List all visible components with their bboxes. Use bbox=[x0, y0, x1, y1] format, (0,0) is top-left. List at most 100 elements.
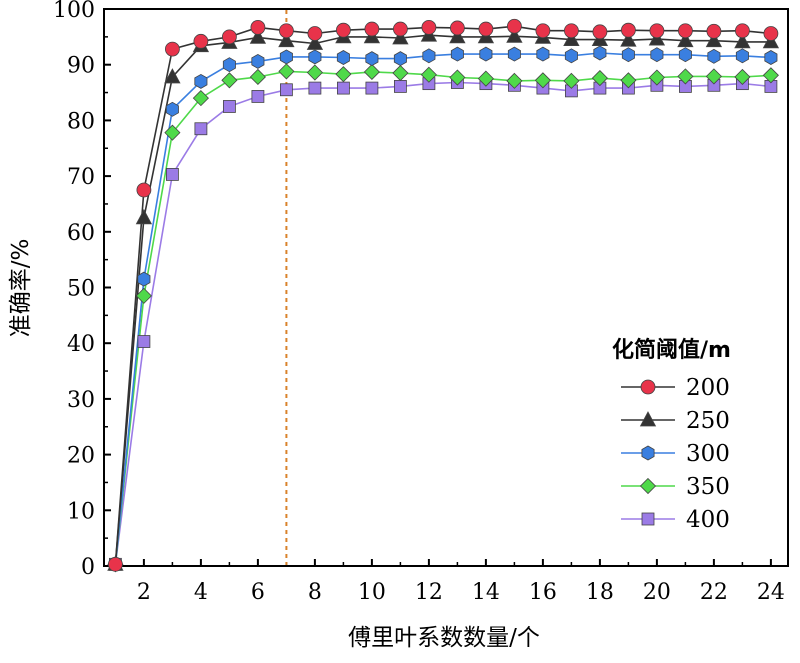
data-point-300 bbox=[650, 47, 664, 63]
data-point-200 bbox=[421, 19, 437, 35]
data-point-250 bbox=[135, 209, 153, 225]
data-point-300 bbox=[137, 271, 151, 287]
data-point-300 bbox=[621, 47, 635, 63]
data-point-250 bbox=[392, 29, 409, 45]
y-tick-label: 100 bbox=[53, 0, 95, 23]
legend-label-300: 300 bbox=[686, 441, 730, 467]
data-point-300 bbox=[194, 73, 208, 89]
x-axis-title: 傅里叶系数数量/个 bbox=[348, 625, 540, 651]
data-point-350 bbox=[648, 69, 665, 86]
data-point-350 bbox=[563, 72, 580, 89]
legend-label-350: 350 bbox=[686, 474, 730, 500]
data-point-350 bbox=[135, 287, 152, 304]
data-point-350 bbox=[249, 68, 266, 86]
data-point-350 bbox=[192, 90, 209, 107]
data-point-200 bbox=[193, 33, 209, 49]
data-point-300 bbox=[251, 53, 265, 69]
x-tick-label: 2 bbox=[137, 580, 151, 605]
data-point-200 bbox=[592, 24, 608, 40]
data-point-200 bbox=[621, 22, 636, 38]
data-point-200 bbox=[507, 18, 522, 34]
data-point-200 bbox=[364, 21, 380, 37]
legend-marker-200 bbox=[640, 379, 656, 395]
x-tick-label: 8 bbox=[308, 580, 322, 605]
data-point-350 bbox=[306, 64, 323, 81]
x-tick-label: 22 bbox=[700, 580, 728, 605]
data-point-350 bbox=[506, 72, 523, 89]
data-point-200 bbox=[136, 182, 152, 198]
data-point-350 bbox=[591, 70, 608, 87]
series-line-200 bbox=[114, 25, 771, 565]
x-tick-label: 12 bbox=[415, 580, 443, 605]
data-point-200 bbox=[706, 23, 722, 39]
data-point-250 bbox=[249, 28, 267, 44]
x-tick-label: 6 bbox=[251, 580, 265, 605]
data-point-300 bbox=[165, 101, 179, 117]
x-tick-label: 20 bbox=[643, 580, 671, 605]
data-point-200 bbox=[108, 556, 123, 572]
data-point-400 bbox=[222, 100, 236, 113]
data-point-250 bbox=[278, 31, 295, 48]
y-tick-label: 60 bbox=[67, 221, 95, 246]
data-point-400 bbox=[336, 81, 350, 95]
data-point-250 bbox=[563, 30, 580, 47]
data-point-300 bbox=[279, 49, 293, 65]
data-point-250 bbox=[677, 31, 694, 48]
data-point-350 bbox=[534, 72, 551, 89]
y-tick-label: 20 bbox=[67, 444, 95, 469]
y-tick-label: 30 bbox=[67, 388, 95, 413]
data-point-250 bbox=[164, 68, 181, 84]
data-point-400 bbox=[308, 81, 322, 95]
data-point-250 bbox=[734, 33, 751, 49]
data-point-300 bbox=[422, 48, 436, 64]
data-point-200 bbox=[735, 23, 750, 39]
data-point-200 bbox=[335, 22, 351, 38]
data-point-200 bbox=[535, 23, 551, 39]
data-point-200 bbox=[449, 20, 465, 36]
data-point-300 bbox=[222, 57, 236, 73]
data-point-400 bbox=[137, 335, 151, 348]
x-tick-label: 10 bbox=[358, 580, 386, 605]
data-point-200 bbox=[392, 21, 408, 37]
data-point-300 bbox=[564, 48, 578, 64]
data-point-400 bbox=[165, 168, 179, 181]
series-line-300 bbox=[114, 52, 771, 565]
y-tick-label: 50 bbox=[67, 277, 95, 302]
legend-marker-350 bbox=[639, 477, 657, 495]
data-point-400 bbox=[393, 80, 407, 93]
data-point-350 bbox=[620, 72, 637, 89]
y-tick-label: 70 bbox=[67, 165, 95, 190]
x-tick-label: 14 bbox=[472, 580, 500, 605]
y-tick-label: 90 bbox=[67, 54, 95, 79]
legend-marker-300 bbox=[641, 445, 655, 461]
data-point-350 bbox=[278, 63, 295, 80]
data-point-350 bbox=[420, 66, 437, 83]
data-point-350 bbox=[392, 64, 409, 82]
legend: 化简阈值/m 200 250 300 350 400 bbox=[612, 337, 731, 533]
data-point-300 bbox=[450, 46, 464, 62]
data-point-300 bbox=[507, 46, 521, 62]
legend-marker-250 bbox=[639, 411, 657, 427]
x-tick-label: 4 bbox=[194, 580, 208, 605]
legend-label-250: 250 bbox=[686, 408, 730, 434]
data-point-400 bbox=[365, 81, 379, 95]
data-point-300 bbox=[336, 50, 350, 65]
data-point-200 bbox=[564, 23, 579, 39]
data-point-200 bbox=[678, 23, 693, 39]
data-point-400 bbox=[279, 83, 293, 97]
series-line-250 bbox=[114, 34, 771, 565]
series-line-350 bbox=[114, 70, 771, 565]
data-point-400 bbox=[194, 122, 208, 136]
data-point-350 bbox=[477, 70, 494, 87]
data-point-300 bbox=[764, 50, 778, 65]
data-point-300 bbox=[393, 51, 407, 67]
data-point-350 bbox=[335, 66, 352, 83]
data-point-200 bbox=[250, 19, 266, 35]
data-point-300 bbox=[536, 46, 550, 62]
data-point-350 bbox=[164, 124, 181, 141]
data-point-200 bbox=[763, 26, 779, 41]
data-point-350 bbox=[677, 68, 694, 85]
data-point-300 bbox=[707, 48, 721, 64]
data-point-350 bbox=[221, 72, 238, 89]
